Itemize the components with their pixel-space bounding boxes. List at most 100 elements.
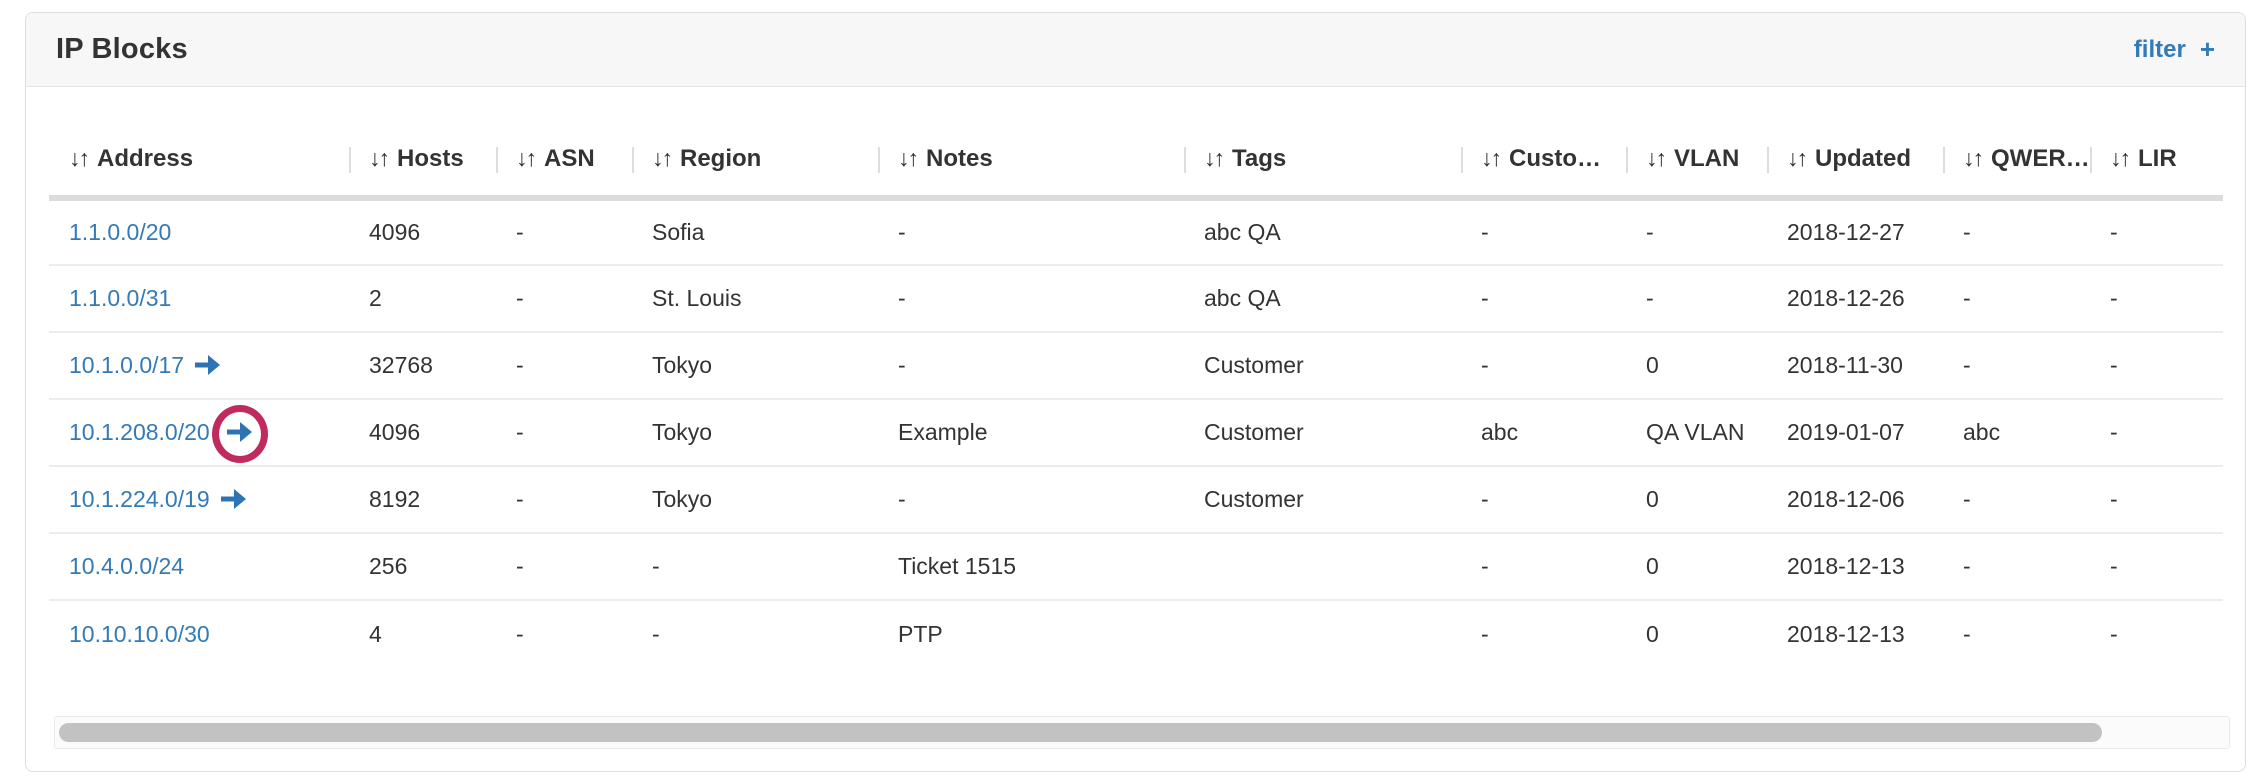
cell-asn: - <box>496 198 632 266</box>
ip-blocks-table: ↓↑ Address ↓↑ Hosts ↓↑ ASN ↓↑ Region ↓↑ Notes ↓↑ Ta… <box>49 145 2223 667</box>
cell-customer: abc <box>1461 399 1626 467</box>
plus-icon: + <box>2199 34 2215 64</box>
panel-header: IP Blocks filter + <box>26 13 2245 87</box>
cell-region: Tokyo <box>632 399 878 467</box>
column-divider <box>496 147 498 173</box>
column-header-address[interactable]: ↓↑ Address <box>49 145 349 201</box>
column-header-tags[interactable]: ↓↑ Tags <box>1184 145 1461 201</box>
horizontal-scrollbar-thumb[interactable] <box>59 723 2102 742</box>
column-label: Tags <box>1232 145 1287 172</box>
table-row: 10.1.208.0/20 4096- Tokyo Example Customer ab… <box>49 399 2223 467</box>
cell-updated: 2018-12-06 <box>1767 466 1943 534</box>
ip-address-link[interactable]: 10.1.208.0/20 <box>69 419 210 445</box>
cell-qwer: abc <box>1943 399 2090 467</box>
cell-region: - <box>652 620 660 647</box>
column-header-customer[interactable]: ↓↑ Custo… <box>1461 145 1626 201</box>
cell-asn: - <box>496 332 632 400</box>
cell-asn: - <box>516 620 524 647</box>
ip-address-link[interactable]: 10.1.224.0/19 <box>69 486 210 512</box>
cell-customer: - <box>1461 466 1626 534</box>
cell-region: Tokyo <box>632 466 878 534</box>
cell-lir: - <box>2090 265 2223 333</box>
ip-address-link[interactable]: 1.1.0.0/31 <box>69 285 172 311</box>
column-header-updated[interactable]: ↓↑ Updated <box>1767 145 1943 201</box>
sort-icon: ↓↑ <box>898 145 919 171</box>
cell-notes: - <box>878 466 1184 534</box>
sort-icon: ↓↑ <box>516 145 537 171</box>
cell-hosts: 4 <box>369 620 382 647</box>
column-divider <box>1626 147 1628 173</box>
cell-tags <box>1184 533 1461 601</box>
cell-asn: - <box>496 265 632 333</box>
right-arrow-icon[interactable] <box>194 354 221 375</box>
right-arrow-icon[interactable] <box>220 488 247 509</box>
cell-region: Sofia <box>632 198 878 266</box>
cell-address: 10.4.0.0/24 <box>49 533 349 601</box>
cell-tags: Customer <box>1184 332 1461 400</box>
column-divider <box>1767 147 1769 173</box>
horizontal-scrollbar-track[interactable] <box>54 716 2230 749</box>
cell-qwer: - <box>1943 198 2090 266</box>
right-arrow-icon[interactable] <box>226 421 253 442</box>
cell-notes: - <box>878 198 1184 266</box>
filter-label: filter <box>2133 35 2186 63</box>
cell-hosts: 8192 <box>349 466 496 534</box>
column-divider <box>2090 147 2092 173</box>
column-header-lir[interactable]: ↓↑ LIR <box>2090 145 2223 201</box>
sort-icon: ↓↑ <box>2110 145 2131 171</box>
column-label: Hosts <box>397 145 464 172</box>
cell-qwer: - <box>1963 620 1971 647</box>
cell-qwer: - <box>1943 265 2090 333</box>
column-divider <box>1184 147 1186 173</box>
column-header-notes[interactable]: ↓↑ Notes <box>878 145 1184 201</box>
column-header-asn[interactable]: ↓↑ ASN <box>496 145 632 201</box>
sort-icon: ↓↑ <box>1787 145 1808 171</box>
sort-icon: ↓↑ <box>1481 145 1502 171</box>
column-label: Notes <box>926 145 993 172</box>
cell-tags: Customer <box>1184 466 1461 534</box>
cell-notes: PTP <box>898 620 943 647</box>
ip-address-link[interactable]: 10.1.0.0/17 <box>69 352 185 378</box>
cell-hosts: 4096 <box>349 399 496 467</box>
cell-lir: - <box>2090 466 2223 534</box>
column-header-qwer[interactable]: ↓↑ QWER… <box>1943 145 2090 201</box>
ip-blocks-panel: IP Blocks filter + ↓↑ Address ↓↑ Hosts ↓↑ ASN… <box>25 12 2246 772</box>
column-header-vlan[interactable]: ↓↑ VLAN <box>1626 145 1767 201</box>
column-label: ASN <box>544 145 595 172</box>
cell-hosts: 256 <box>349 533 496 601</box>
ip-address-link[interactable]: 10.4.0.0/24 <box>69 553 185 579</box>
cell-qwer: - <box>1943 533 2090 601</box>
cell-updated: 2018-12-27 <box>1767 198 1943 266</box>
cell-tags: Customer <box>1184 399 1461 467</box>
column-header-hosts[interactable]: ↓↑ Hosts <box>349 145 496 201</box>
cell-asn: - <box>496 399 632 467</box>
column-label: Updated <box>1815 145 1911 172</box>
cell-address: 1.1.0.0/20 <box>49 198 349 266</box>
highlight-circle-annotation <box>211 404 268 463</box>
cell-vlan: 0 <box>1626 466 1767 534</box>
filter-toggle-link[interactable]: filter + <box>2134 34 2215 65</box>
column-label: Region <box>680 145 762 172</box>
ip-address-link[interactable]: 10.10.10.0/30 <box>69 620 210 647</box>
column-divider <box>1461 147 1463 173</box>
sort-icon: ↓↑ <box>369 145 390 171</box>
column-divider <box>1943 147 1945 173</box>
cell-address: 10.1.208.0/20 <box>49 399 349 467</box>
cell-lir: - <box>2090 332 2223 400</box>
table-row: 10.1.224.0/19 8192- Tokyo - Customer -0 2018-1… <box>49 466 2223 534</box>
column-label: VLAN <box>1674 145 1740 172</box>
cell-address: 10.1.0.0/17 <box>49 332 349 400</box>
cell-notes: - <box>878 332 1184 400</box>
column-divider <box>349 147 351 173</box>
cell-region: Tokyo <box>632 332 878 400</box>
ip-address-link[interactable]: 1.1.0.0/20 <box>69 219 172 245</box>
cell-customer: - <box>1481 620 1489 647</box>
column-header-region[interactable]: ↓↑ Region <box>632 145 878 201</box>
panel-body: ↓↑ Address ↓↑ Hosts ↓↑ ASN ↓↑ Region ↓↑ Notes ↓↑ Ta… <box>26 87 2245 667</box>
cell-updated: 2018-12-13 <box>1767 533 1943 601</box>
table-row: 10.10.10.0/30 4 - - PTP - 0 2018-12-13 - - <box>49 600 2223 667</box>
cell-hosts: 2 <box>349 265 496 333</box>
cell-address: 1.1.0.0/31 <box>49 265 349 333</box>
cell-lir: - <box>2110 620 2118 647</box>
table-row: 10.1.0.0/17 32768- Tokyo - Customer -0 2018-11… <box>49 332 2223 400</box>
